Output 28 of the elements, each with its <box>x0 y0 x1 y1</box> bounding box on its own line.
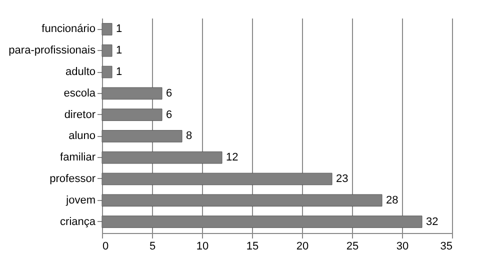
x-tick-label: 15 <box>246 240 259 252</box>
y-tick-label: escola <box>64 87 96 100</box>
data-label: 12 <box>226 152 238 164</box>
data-label: 1 <box>116 23 122 36</box>
x-tick-label: 10 <box>196 240 209 252</box>
y-tick-label: criança <box>60 216 96 228</box>
x-tick-label: 30 <box>396 240 409 252</box>
y-tick-label: aluno <box>68 130 96 142</box>
y-tick-label: funcionário <box>42 23 96 36</box>
data-label: 1 <box>116 44 122 57</box>
data-label: 28 <box>386 194 398 206</box>
x-tick-label: 20 <box>296 240 309 252</box>
y-tick-label: professor <box>50 172 96 185</box>
y-tick-label: diretor <box>64 108 96 121</box>
data-label: 32 <box>426 216 438 228</box>
data-label: 8 <box>186 130 192 142</box>
data-label: 6 <box>166 87 172 100</box>
y-tick-label: para-profissionais <box>8 44 96 57</box>
x-tick-label: 35 <box>440 240 452 252</box>
data-label: 1 <box>116 66 122 78</box>
x-tick-label: 5 <box>149 240 156 252</box>
data-label: 23 <box>336 172 348 185</box>
x-tick-label: 0 <box>102 240 109 252</box>
data-label: 6 <box>166 108 172 121</box>
y-tick-label: adulto <box>66 66 96 78</box>
x-tick-label: 25 <box>346 240 359 252</box>
y-tick-label: jovem <box>65 194 96 206</box>
y-tick-label: familiar <box>60 152 96 164</box>
